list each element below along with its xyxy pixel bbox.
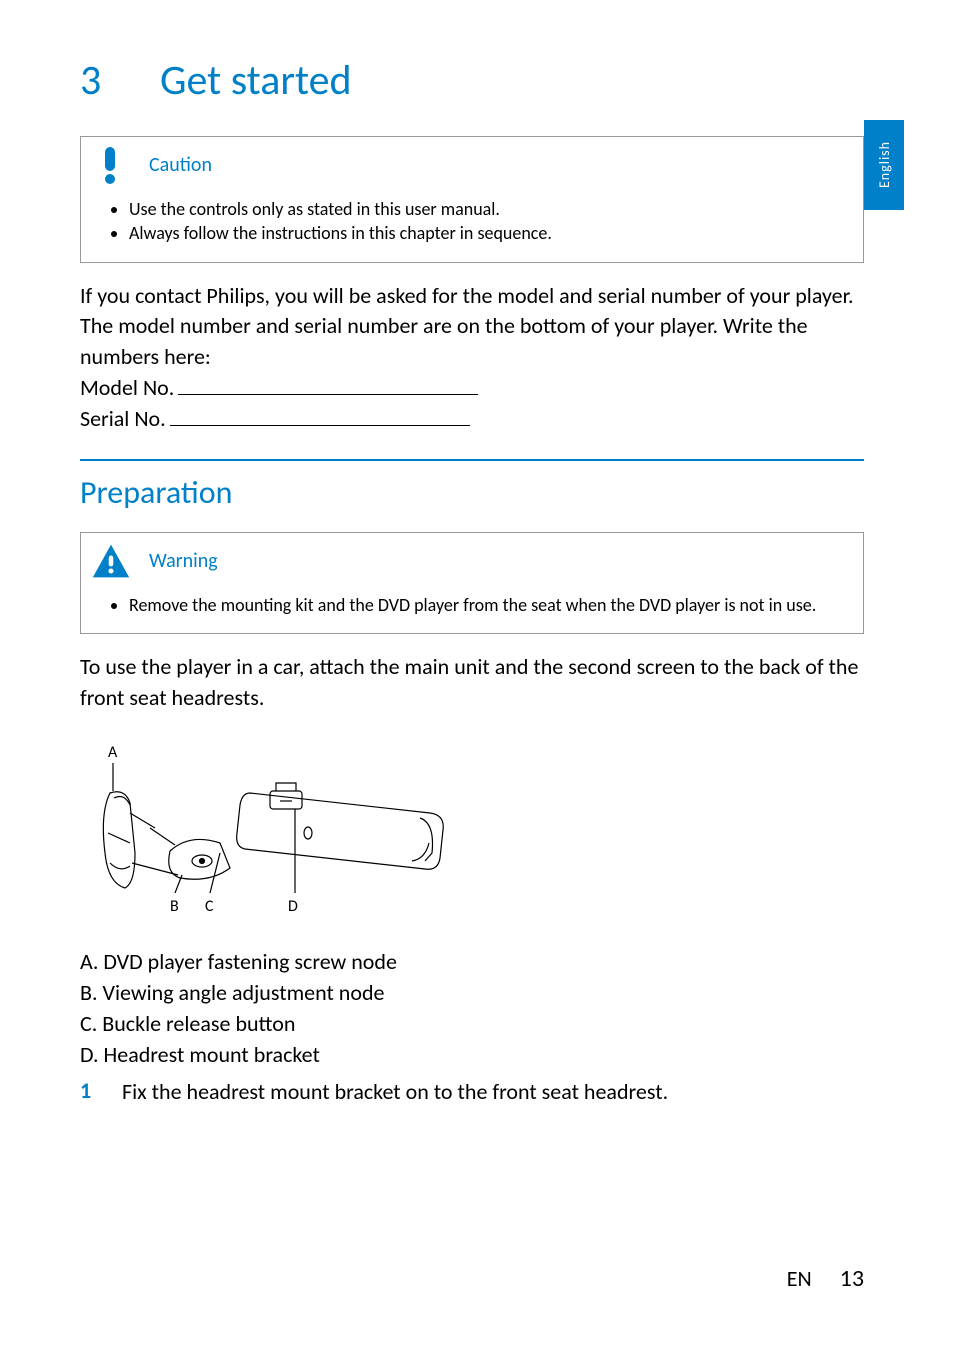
warning-item: Remove the mounting kit and the DVD play…: [129, 593, 843, 617]
section-rule: [80, 459, 864, 461]
warning-header: Warning: [81, 533, 863, 589]
model-line: Model No.: [80, 373, 864, 404]
part-a: A. DVD player fastening screw node: [80, 947, 864, 978]
chapter-title-text: Get started: [160, 55, 352, 106]
diagram-label-d: D: [288, 897, 298, 916]
part-c: C. Buckle release button: [80, 1009, 864, 1040]
page-content: 3Get started Caution Use the controls on…: [0, 0, 954, 1147]
mount-diagram: A B C D: [80, 733, 864, 923]
warning-label: Warning: [149, 549, 218, 573]
diagram-label-a: A: [108, 743, 118, 762]
diagram-label-c: C: [205, 897, 214, 916]
diagram-label-b: B: [170, 897, 179, 916]
section-heading: Preparation: [80, 473, 864, 512]
part-d: D. Headrest mount bracket: [80, 1040, 864, 1071]
footer-page-number: 13: [840, 1264, 864, 1293]
serial-blank: [170, 425, 470, 426]
usage-paragraph: To use the player in a car, attach the m…: [80, 652, 864, 714]
model-blank: [178, 394, 478, 395]
intro-paragraph: If you contact Philips, you will be aske…: [80, 281, 864, 373]
serial-line: Serial No.: [80, 404, 864, 435]
part-b: B. Viewing angle adjustment node: [80, 978, 864, 1009]
footer-lang: EN: [787, 1265, 812, 1292]
caution-label: Caution: [149, 153, 212, 177]
page-footer: EN 13: [787, 1264, 864, 1293]
warning-icon: [91, 541, 131, 581]
serial-label: Serial No.: [80, 405, 166, 432]
language-tab: English: [864, 120, 904, 210]
model-label: Model No.: [80, 374, 174, 401]
chapter-number: 3: [80, 55, 160, 106]
step-1: 1 Fix the headrest mount bracket on to t…: [80, 1077, 864, 1108]
step-number: 1: [80, 1077, 98, 1108]
chapter-heading: 3Get started: [80, 55, 864, 106]
caution-item: Use the controls only as stated in this …: [129, 197, 843, 221]
warning-body: Remove the mounting kit and the DVD play…: [81, 589, 863, 633]
caution-body: Use the controls only as stated in this …: [81, 193, 863, 262]
caution-callout: Caution Use the controls only as stated …: [80, 136, 864, 263]
step-text: Fix the headrest mount bracket on to the…: [122, 1077, 668, 1108]
parts-list: A. DVD player fastening screw node B. Vi…: [80, 947, 864, 1070]
language-tab-label: English: [876, 141, 893, 188]
warning-callout: Warning Remove the mounting kit and the …: [80, 532, 864, 634]
caution-header: Caution: [81, 137, 863, 193]
caution-icon: [91, 145, 131, 185]
caution-item: Always follow the instructions in this c…: [129, 221, 843, 245]
